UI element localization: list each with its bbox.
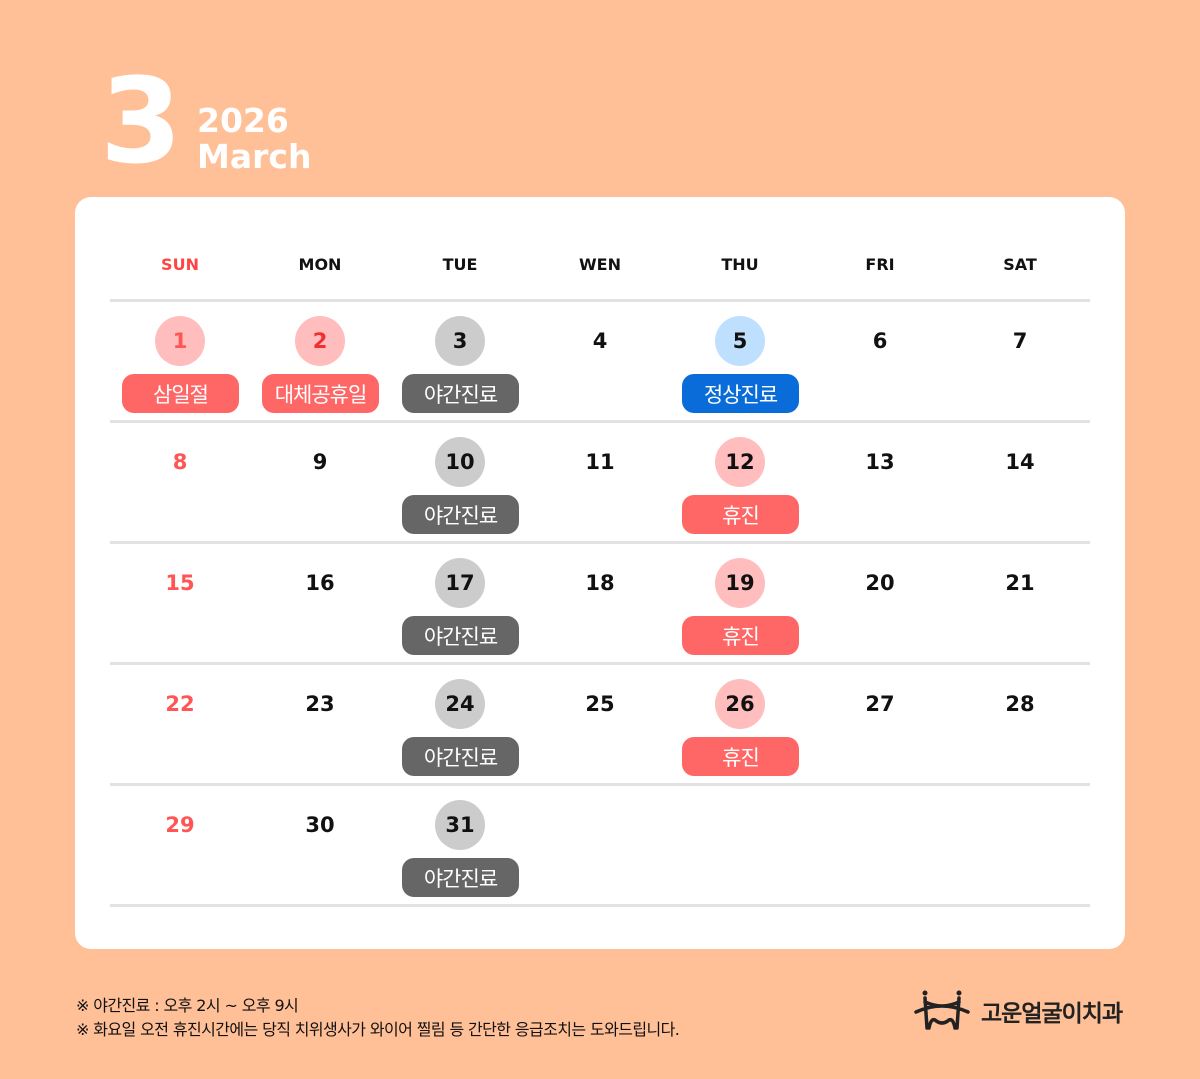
day-number: 1 <box>155 316 205 366</box>
day-cell[interactable]: 21 <box>950 544 1090 665</box>
day-cell[interactable]: 26 휴진 <box>670 665 810 786</box>
day-cell[interactable]: 20 <box>810 544 950 665</box>
day-number: 22 <box>165 692 195 716</box>
row-divider <box>110 541 1090 544</box>
schedule-badge: 삼일절 <box>122 374 239 413</box>
weekday-sat: SAT <box>1003 255 1037 274</box>
day-cell[interactable]: 23 <box>250 665 390 786</box>
day-number: 11 <box>585 450 615 474</box>
day-number: 28 <box>1005 692 1035 716</box>
day-number: 4 <box>592 329 608 353</box>
day-cell[interactable]: 9 <box>250 423 390 544</box>
note-emergency: ※ 화요일 오전 휴진시간에는 당직 치위생사가 와이어 찔림 등 간단한 응급… <box>76 1020 680 1039</box>
day-number: 15 <box>165 571 195 595</box>
smile-crown-icon <box>914 990 970 1030</box>
day-number: 29 <box>165 813 195 837</box>
day-cell[interactable]: 4 <box>530 302 670 423</box>
weekday-thu: THU <box>721 255 759 274</box>
day-number: 31 <box>435 800 485 850</box>
day-number: 17 <box>435 558 485 608</box>
day-cell[interactable]: 18 <box>530 544 670 665</box>
day-number: 10 <box>435 437 485 487</box>
day-cell[interactable]: 8 <box>110 423 250 544</box>
row-divider <box>110 904 1090 907</box>
day-cell[interactable]: 3 야간진료 <box>390 302 530 423</box>
schedule-badge: 휴진 <box>682 737 799 776</box>
day-cell[interactable]: 2 대체공휴일 <box>250 302 390 423</box>
weekday-fri: FRI <box>865 255 895 274</box>
schedule-badge: 정상진료 <box>682 374 799 413</box>
day-cell[interactable]: 15 <box>110 544 250 665</box>
day-cell[interactable]: 16 <box>250 544 390 665</box>
day-number: 6 <box>872 329 888 353</box>
calendar-card: SUN MON TUE WEN THU FRI SAT 1 삼일절 2 대체공휴일 3 야간진료 4 5 정상… <box>75 197 1125 949</box>
schedule-badge: 야간진료 <box>402 495 519 534</box>
day-number: 8 <box>172 450 188 474</box>
day-number: 9 <box>312 450 328 474</box>
month-number: 3 <box>100 52 182 190</box>
day-cell[interactable]: 27 <box>810 665 950 786</box>
day-cell[interactable]: 13 <box>810 423 950 544</box>
day-number: 14 <box>1005 450 1035 474</box>
row-divider <box>110 420 1090 423</box>
weekday-sun: SUN <box>161 255 199 274</box>
schedule-badge: 휴진 <box>682 495 799 534</box>
schedule-badge: 휴진 <box>682 616 799 655</box>
day-cell[interactable]: 5 정상진료 <box>670 302 810 423</box>
clinic-name: 고운얼굴이치과 <box>981 1001 1123 1027</box>
schedule-badge: 대체공휴일 <box>262 374 379 413</box>
schedule-badge: 야간진료 <box>402 616 519 655</box>
day-number: 3 <box>435 316 485 366</box>
day-number: 7 <box>1012 329 1028 353</box>
day-cell[interactable]: 22 <box>110 665 250 786</box>
clinic-logo: 고운얼굴이치과 <box>913 988 1123 1034</box>
day-number: 12 <box>715 437 765 487</box>
weekday-mon: MON <box>298 255 342 274</box>
weekday-wen: WEN <box>579 255 621 274</box>
day-number: 25 <box>585 692 615 716</box>
day-number: 26 <box>715 679 765 729</box>
day-number: 13 <box>865 450 895 474</box>
weekday-tue: TUE <box>442 255 478 274</box>
day-number: 2 <box>295 316 345 366</box>
day-number: 21 <box>1005 571 1035 595</box>
day-cell[interactable]: 6 <box>810 302 950 423</box>
row-divider <box>110 662 1090 665</box>
day-cell[interactable]: 24 야간진료 <box>390 665 530 786</box>
year: 2026 <box>197 101 289 140</box>
day-cell[interactable]: 11 <box>530 423 670 544</box>
day-number: 16 <box>305 571 335 595</box>
day-cell[interactable]: 1 삼일절 <box>110 302 250 423</box>
day-number: 30 <box>305 813 335 837</box>
day-number: 20 <box>865 571 895 595</box>
day-cell[interactable]: 12 휴진 <box>670 423 810 544</box>
day-number: 5 <box>715 316 765 366</box>
day-cell[interactable]: 17 야간진료 <box>390 544 530 665</box>
day-cell[interactable]: 28 <box>950 665 1090 786</box>
day-number: 24 <box>435 679 485 729</box>
schedule-badge: 야간진료 <box>402 737 519 776</box>
day-cell[interactable]: 30 <box>250 786 390 907</box>
schedule-badge: 야간진료 <box>402 858 519 897</box>
month-name: March <box>197 137 312 176</box>
day-cell[interactable]: 7 <box>950 302 1090 423</box>
row-divider <box>110 299 1090 302</box>
day-cell[interactable]: 10 야간진료 <box>390 423 530 544</box>
row-divider <box>110 783 1090 786</box>
day-cell[interactable]: 29 <box>110 786 250 907</box>
day-cell[interactable]: 25 <box>530 665 670 786</box>
day-number: 27 <box>865 692 895 716</box>
schedule-badge: 야간진료 <box>402 374 519 413</box>
day-number: 19 <box>715 558 765 608</box>
day-number: 23 <box>305 692 335 716</box>
day-number: 18 <box>585 571 615 595</box>
day-cell[interactable]: 31 야간진료 <box>390 786 530 907</box>
day-cell[interactable]: 19 휴진 <box>670 544 810 665</box>
note-night-hours: ※ 야간진료 : 오후 2시 ~ 오후 9시 <box>76 996 299 1015</box>
day-cell[interactable]: 14 <box>950 423 1090 544</box>
